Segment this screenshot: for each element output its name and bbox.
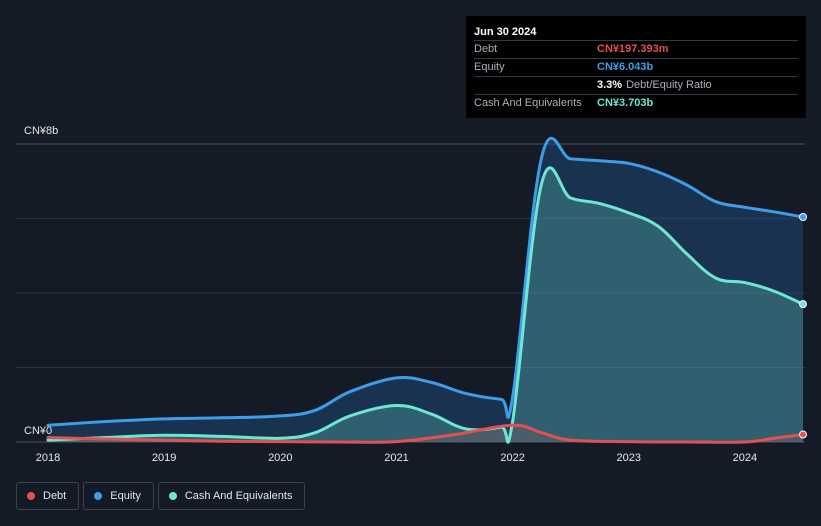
- cash-area: [48, 167, 803, 443]
- debt-end-point: [799, 430, 807, 439]
- y-axis-zero-label: CN¥0: [24, 425, 53, 437]
- tooltip-equity-value: CN¥6.043b: [597, 61, 654, 73]
- tooltip-date: Jun 30 2024: [474, 26, 537, 38]
- tooltip-ratio-label: Debt/Equity Ratio: [626, 79, 712, 91]
- tooltip-cash-value: CN¥3.703b: [597, 97, 654, 109]
- legend-equity-label: Equity: [110, 490, 141, 502]
- equity-area: [48, 138, 803, 442]
- x-tick-label: 2018: [36, 452, 60, 464]
- tooltip-debt-value: CN¥197.393m: [597, 43, 669, 55]
- chart-legend: Debt Equity Cash And Equivalents: [16, 482, 306, 510]
- cash-line: [46, 166, 805, 444]
- equity-dot-icon: [94, 492, 103, 500]
- tooltip-row-debt: Debt CN¥197.393m: [474, 40, 798, 58]
- data-tooltip: Jun 30 2024 Debt CN¥197.393m Equity CN¥6…: [466, 16, 806, 118]
- tooltip-ratio-value: 3.3%: [597, 79, 623, 91]
- tooltip-row-cash: Cash And Equivalents CN¥3.703b: [474, 94, 798, 112]
- y-axis-top-label: CN¥8b: [24, 125, 59, 137]
- x-tick-label: 2020: [268, 452, 292, 464]
- debt-dot-icon: [27, 492, 35, 500]
- legend-cash-label: Cash And Equivalents: [184, 490, 293, 502]
- debt-line: [46, 423, 805, 444]
- tooltip-debt-label: Debt: [474, 43, 498, 55]
- cash-end-point: [799, 300, 807, 309]
- legend-item-cash[interactable]: Cash And Equivalents: [157, 482, 306, 510]
- legend-debt-label: Debt: [43, 490, 67, 502]
- x-tick-label: 2021: [384, 452, 408, 464]
- equity-end-point: [799, 213, 807, 222]
- equity-line: [46, 136, 805, 427]
- x-tick-label: 2023: [617, 452, 641, 464]
- tooltip-cash-label: Cash And Equivalents: [474, 97, 582, 109]
- x-tick-label: 2024: [733, 452, 757, 464]
- cash-dot-icon: [168, 492, 177, 500]
- x-tick-label: 2019: [152, 452, 176, 464]
- x-tick-label: 2022: [500, 452, 524, 464]
- tooltip-row-equity: Equity CN¥6.043b: [474, 58, 798, 76]
- tooltip-equity-label: Equity: [474, 61, 505, 73]
- legend-item-equity[interactable]: Equity: [83, 482, 154, 510]
- tooltip-row-ratio: 3.3% Debt/Equity Ratio: [474, 76, 798, 94]
- legend-item-debt[interactable]: Debt: [16, 482, 80, 510]
